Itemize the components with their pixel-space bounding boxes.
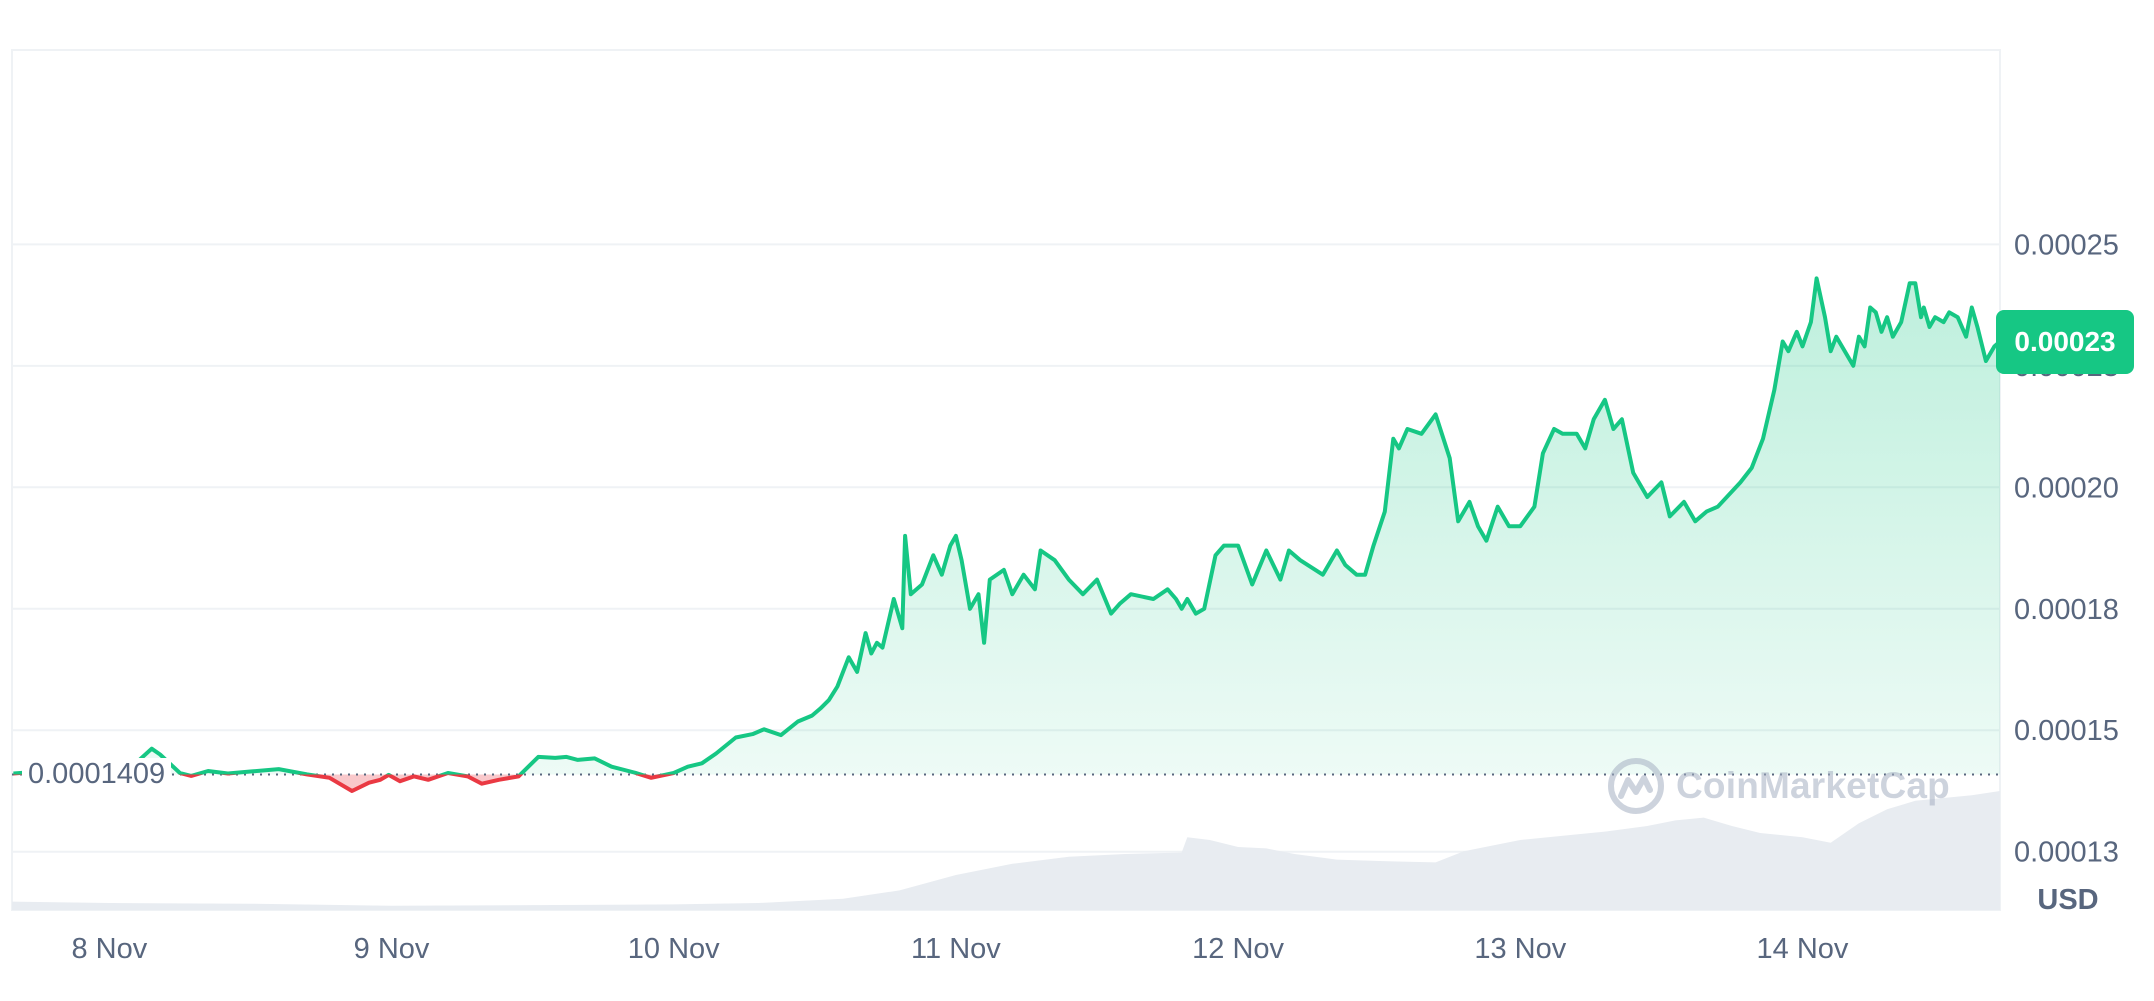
volume-shape [12,791,2000,910]
x-tick-label: 13 Nov [1474,933,1566,965]
price-line-up [13,276,2002,775]
price-area-fills [13,278,2000,791]
x-tick-label: 10 Nov [628,933,720,965]
price-area-up [13,278,2000,775]
x-tick-label: 11 Nov [911,933,1001,965]
y-tick-label: 0.00015 [2014,715,2119,747]
y-tick-label: 0.00018 [2014,594,2119,626]
volume-area [12,791,2000,910]
currency-label: USD [2037,884,2098,916]
baseline-price-label: 0.0001409 [22,758,172,792]
x-tick-label: 14 Nov [1757,933,1849,965]
y-tick-label: 0.00025 [2014,229,2119,261]
watermark-text: CoinMarketCap [1676,765,1950,806]
coinmarketcap-watermark: CoinMarketCap [1606,756,1950,816]
coinmarketcap-logo-icon [1608,758,1664,814]
current-price-tag: 0.00023 [1996,309,2134,374]
x-tick-label: 8 Nov [71,933,147,965]
price-lines [13,276,2002,793]
x-tick-label: 12 Nov [1192,933,1284,965]
x-axis-ticks: 8 Nov 9 Nov 10 Nov 11 Nov 12 Nov 13 Nov 14 Nov [71,933,1848,965]
y-tick-label: 0.00013 [2014,837,2119,869]
y-tick-label: 0.00020 [2014,472,2119,504]
x-tick-label: 9 Nov [354,933,430,965]
